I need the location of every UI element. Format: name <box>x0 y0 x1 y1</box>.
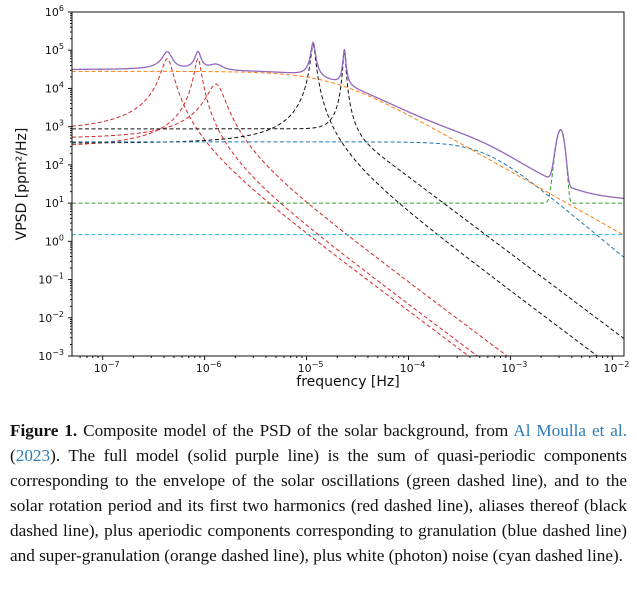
citation-link-name[interactable]: Al Moulla et al. <box>513 421 627 440</box>
chart-ticks: 10−7 10−6 10−5 10−4 10−3 10−2 10−3 10−2 10−1 100 1… <box>38 4 629 375</box>
y-tick-label: 106 <box>45 4 64 19</box>
y-axis-label: VPSD [ppm²/Hz] <box>14 128 30 241</box>
x-axis-label: frequency [Hz] <box>296 374 399 390</box>
caption-text-intro: Composite model of the PSD of the solar … <box>77 421 514 440</box>
series-rotation-1st-harmonic-line <box>72 58 479 356</box>
y-tick-label: 10−3 <box>38 348 64 363</box>
series-oscillations-envelope-line <box>72 129 624 204</box>
chart-curves <box>72 41 624 356</box>
y-tick-label: 10−2 <box>38 310 64 325</box>
psd-figure: 10−7 10−6 10−5 10−4 10−3 10−2 10−3 10−2 10−1 100 1… <box>14 4 629 390</box>
series-super-granulation-line <box>72 70 624 236</box>
x-tick-label: 10−5 <box>298 360 324 375</box>
x-tick-label: 10−4 <box>400 360 426 375</box>
caption-text-body: . The full model (solid purple line) is … <box>10 446 627 565</box>
y-tick-label: 102 <box>45 157 64 172</box>
y-tick-label: 105 <box>45 42 64 57</box>
x-tick-label: 10−3 <box>502 360 528 375</box>
series-full-model-line <box>72 41 624 199</box>
y-tick-label: 104 <box>45 80 64 95</box>
x-tick-label: 10−2 <box>603 360 629 375</box>
plot-frame <box>71 11 625 357</box>
caption-label: Figure 1. <box>10 421 78 440</box>
citation-link-year[interactable]: 2023 <box>15 446 51 465</box>
series-rotation-line <box>72 58 470 356</box>
y-tick-label: 10−1 <box>38 272 64 287</box>
y-tick-label: 101 <box>45 195 64 210</box>
x-tick-label: 10−7 <box>94 360 120 375</box>
series-alias-line <box>72 43 599 356</box>
citation-paren-close: ) <box>50 446 56 465</box>
citation-paren-open: ( <box>10 446 16 465</box>
series-alias-line <box>72 50 624 339</box>
psd-chart: 10−7 10−6 10−5 10−4 10−3 10−2 10−3 10−2 10−1 100 1… <box>14 4 629 390</box>
series-rotation-2nd-harmonic-line <box>72 83 508 356</box>
x-tick-label: 10−6 <box>196 360 222 375</box>
y-tick-label: 103 <box>45 119 64 134</box>
y-tick-label: 100 <box>45 233 64 248</box>
figure-caption: Figure 1. Composite model of the PSD of … <box>10 418 627 568</box>
series-granulation-line <box>72 141 624 258</box>
